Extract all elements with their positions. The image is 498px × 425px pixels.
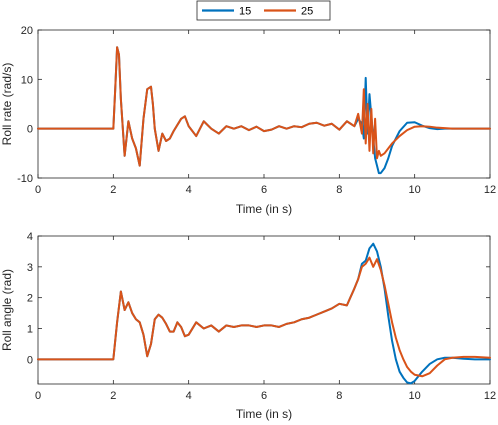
roll-angle-lines [37,242,491,385]
roll-rate-lines [37,46,491,175]
roll-angle-x-tick-label: 0 [35,390,41,402]
roll-rate-x-tick-label: 10 [409,184,421,196]
roll-angle-y-label: Roll angle (rad) [0,269,14,351]
roll-angle-x-tick-label: 2 [110,390,116,402]
roll-rate-x-tick-label: 4 [186,184,192,196]
roll-angle-x-tick-label: 4 [186,390,192,402]
roll-rate-y-tick-label: -10 [17,173,33,185]
roll-rate-x-ticks: 0 2 4 6 8 10 12 [35,30,496,196]
roll-rate-x-tick-label: 6 [261,184,267,196]
roll-rate-x-tick-label: 0 [35,184,41,196]
roll-angle-y-tick-label: 0 [27,354,33,366]
roll-angle-series-25-line [37,256,491,378]
roll-rate-y-ticks: -10 0 10 20 [17,25,490,185]
roll-rate-y-tick-label: 20 [21,25,33,37]
roll-rate-series-25-line [37,46,491,167]
legend-label-25: 25 [301,6,313,18]
legend: 15 25 [196,0,331,21]
roll-angle-x-tick-label: 10 [409,390,421,402]
roll-rate-y-tick-label: 10 [21,74,33,86]
roll-rate-y-tick-label: 0 [27,124,33,136]
roll-angle-plot-area [37,235,491,385]
roll-angle-y-tick-label: 4 [27,231,33,243]
legend-box [196,0,331,21]
roll-angle-y-tick-label: 3 [27,262,33,274]
roll-rate-x-label: Time (in s) [236,202,292,216]
roll-angle-y-tick-label: 2 [27,293,33,305]
roll-angle-x-label: Time (in s) [236,407,292,421]
roll-rate-x-tick-label: 8 [336,184,342,196]
roll-angle-x-tick-label: 12 [484,390,496,402]
roll-angle-y-tick-label: 1 [27,324,33,336]
roll-rate-y-label: Roll rate (rad/s) [0,63,14,146]
legend-label-15: 15 [239,6,251,18]
roll-rate-plot-area [37,29,491,179]
roll-angle-x-tick-label: 8 [336,390,342,402]
roll-angle-x-ticks: 0 2 4 6 8 10 12 [35,236,496,402]
roll-angle-x-tick-label: 6 [261,390,267,402]
roll-rate-x-tick-label: 12 [484,184,496,196]
roll-rate-x-tick-label: 2 [110,184,116,196]
